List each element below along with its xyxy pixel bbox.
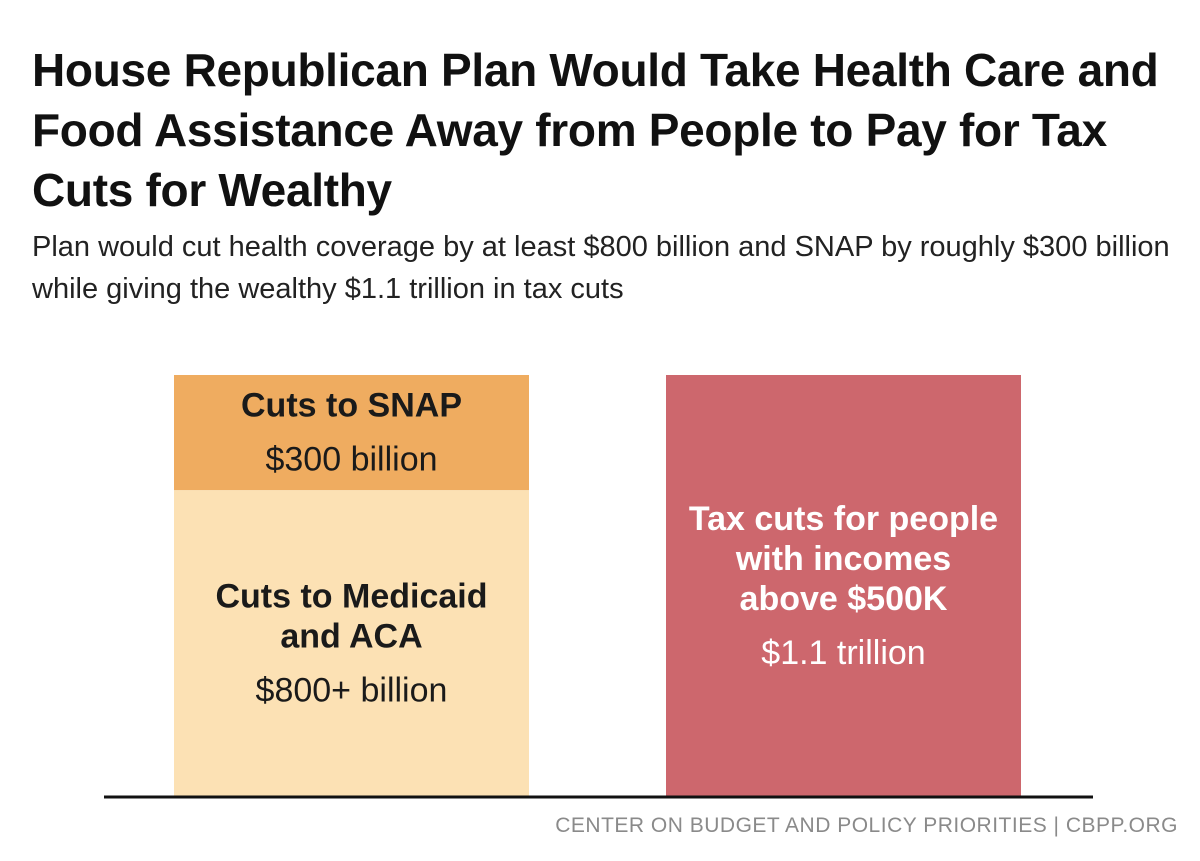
bar-label-tax-cuts-for-people-with-incomes-above-500k-line-2: with incomes [735,540,951,578]
bar-segment-cuts-to-medicaid-and-aca [174,490,529,797]
bar-label-tax-cuts-for-people-with-incomes-above-500k-line-1: Tax cuts for people [689,500,998,538]
chart-title: House Republican Plan Would Take Health … [32,44,1159,216]
bar-value-cuts-to-medicaid-and-aca: $800+ billion [256,672,448,710]
bar-segment-tax-cuts-for-people-with-incomes-above-500k [666,375,1021,797]
bar-label-tax-cuts-for-people-with-incomes-above-500k-line-3: above $500K [740,580,948,618]
chart-subtitle: Plan would cut health coverage by at lea… [32,231,1170,305]
bar-label-cuts-to-medicaid-and-aca-line-2: and ACA [280,618,422,656]
bar-value-cuts-to-snap: $300 billion [265,441,437,479]
bar-label-cuts-to-snap-line-1: Cuts to SNAP [241,387,462,425]
bar-label-cuts-to-medicaid-and-aca-line-1: Cuts to Medicaid [215,578,487,616]
source-credit: CENTER ON BUDGET AND POLICY PRIORITIES |… [555,814,1178,837]
bar-value-tax-cuts-for-people-with-incomes-above-500k: $1.1 trillion [761,634,925,672]
bar-segment-cuts-to-snap [174,375,529,491]
